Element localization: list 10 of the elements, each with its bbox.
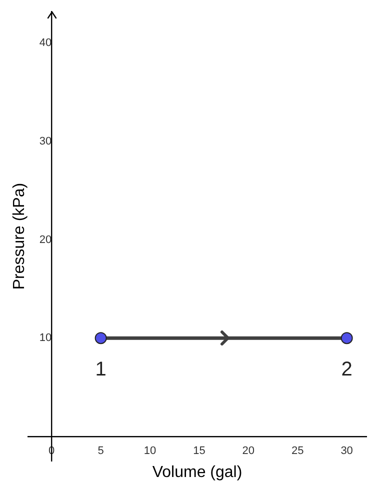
y-axis-title: Pressure (kPa) bbox=[11, 182, 28, 290]
x-tick-label: 15 bbox=[193, 445, 206, 458]
x-tick-label: 30 bbox=[340, 445, 353, 458]
x-axis-title: Volume (gal) bbox=[152, 464, 242, 481]
annotation: 1 bbox=[95, 358, 106, 381]
x-tick-label: 20 bbox=[242, 445, 255, 458]
x-tick-label: 10 bbox=[144, 445, 156, 458]
x-tick-label: 25 bbox=[291, 445, 304, 458]
x-tick-label: 5 bbox=[98, 445, 104, 458]
annotation: 2 bbox=[341, 358, 352, 381]
